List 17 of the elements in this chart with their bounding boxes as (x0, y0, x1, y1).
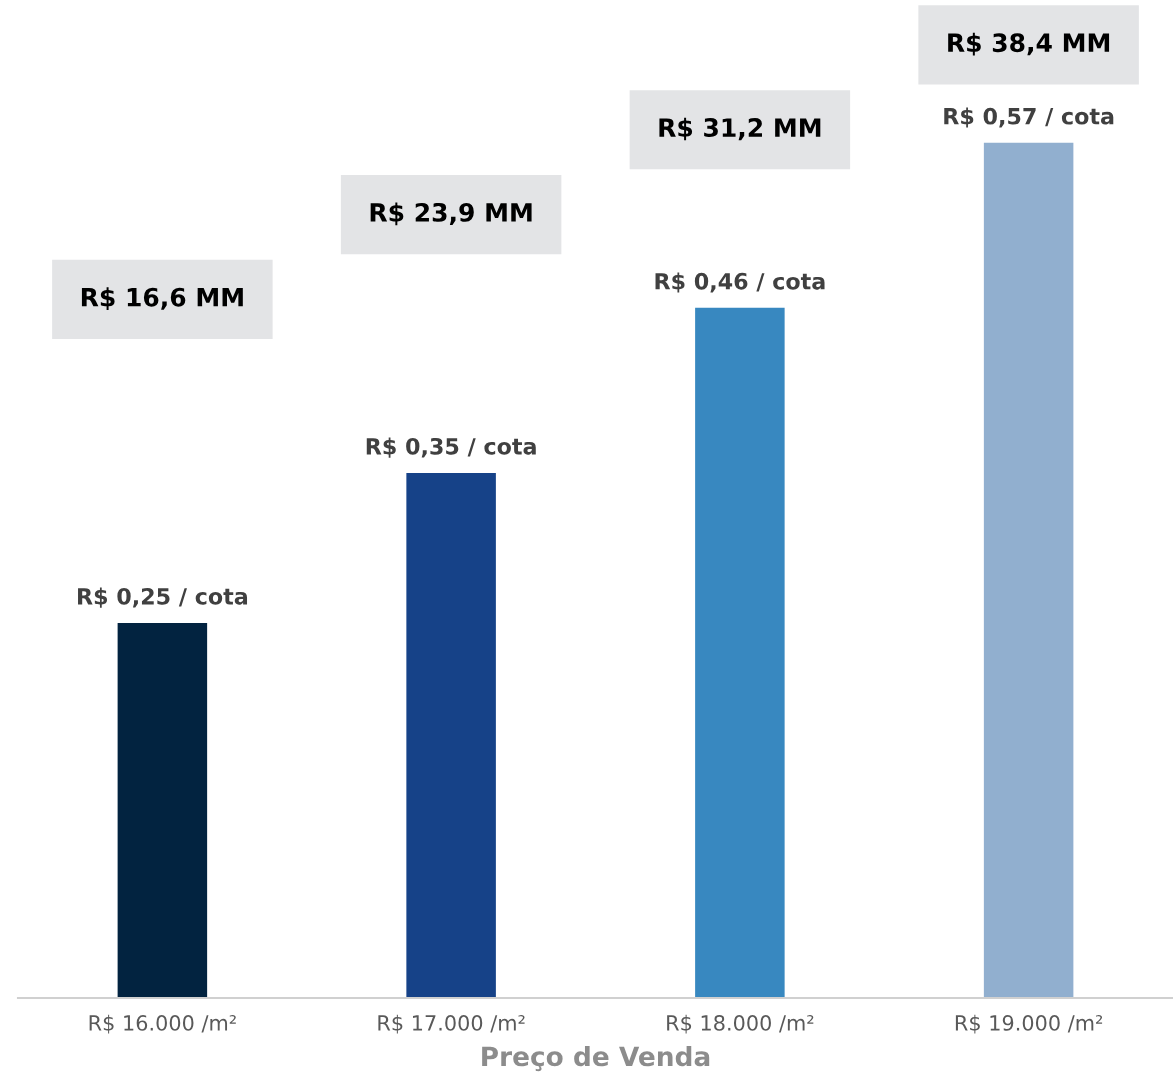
x-tick-label: R$ 18.000 /m² (667, 1014, 814, 1034)
bar (406, 472, 496, 998)
annotation: R$ 16,6 MM (81, 287, 243, 310)
data-label: R$ 0,25 / cota (78, 587, 248, 608)
x-axis-title: Preço de Venda (482, 1045, 710, 1072)
data-label: R$ 0,57 / cota (944, 107, 1114, 128)
bar (117, 622, 208, 998)
x-tick-label: R$ 16.000 /m² (89, 1014, 236, 1034)
annotation: R$ 23,9 MM (370, 202, 532, 226)
bar (983, 142, 1074, 998)
x-tick-label: R$ 17.000 /m² (378, 1014, 525, 1034)
text: R$ 31,2 MM (659, 117, 821, 141)
x-tick-label: R$ 19.000 /m² (955, 1014, 1103, 1034)
text: R$ 38,4 MM (948, 32, 1110, 56)
bar (695, 307, 785, 998)
data-label: R$ 0,46 / cota (655, 272, 825, 293)
data-label: R$ 0,35 / cota (366, 437, 536, 458)
